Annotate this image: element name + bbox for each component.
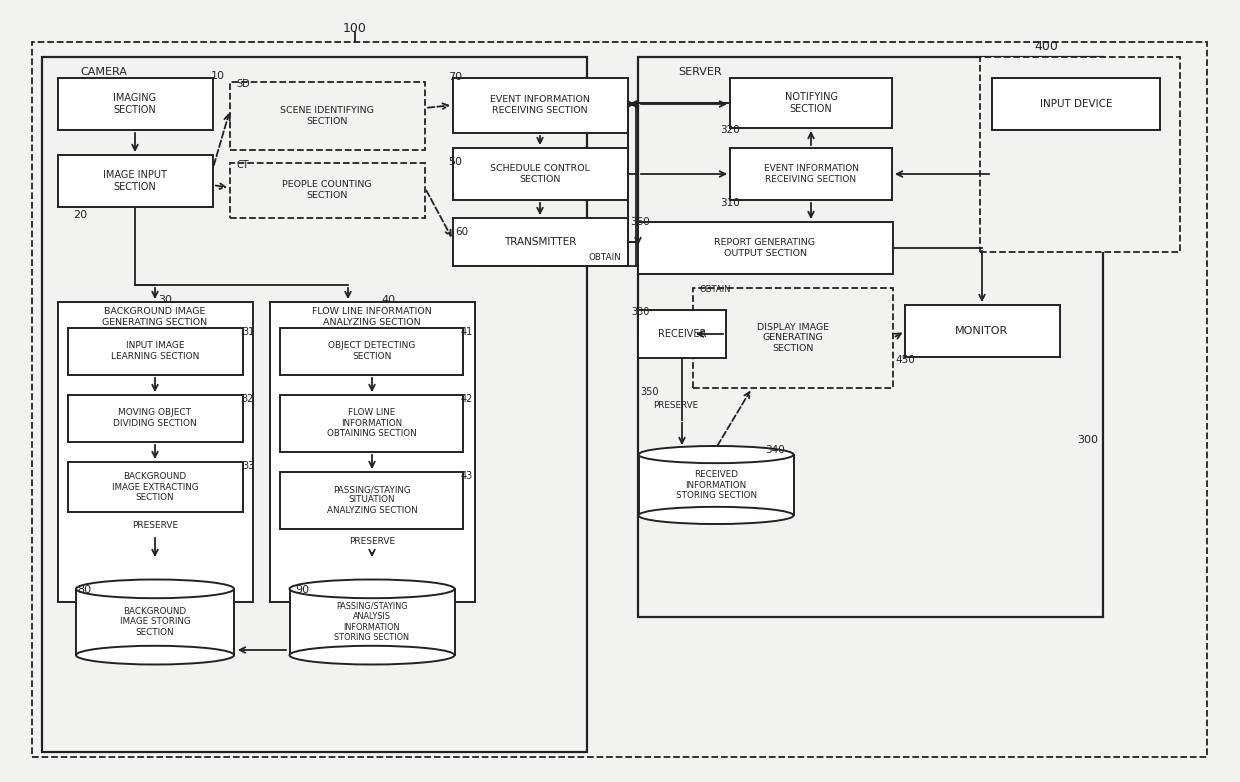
Bar (68, 328, 243, 375)
Text: BACKGROUND
IMAGE EXTRACTING
SECTION: BACKGROUND IMAGE EXTRACTING SECTION (112, 472, 198, 502)
Text: 42: 42 (461, 394, 474, 404)
Bar (68, 462, 243, 512)
Text: INPUT IMAGE
LEARNING SECTION: INPUT IMAGE LEARNING SECTION (110, 341, 200, 361)
Text: INPUT DEVICE: INPUT DEVICE (1040, 99, 1112, 109)
Text: PEOPLE COUNTING
SECTION: PEOPLE COUNTING SECTION (283, 181, 372, 199)
Text: SCHEDULE CONTROL
SECTION: SCHEDULE CONTROL SECTION (490, 164, 590, 184)
Bar (992, 78, 1159, 130)
Text: 310: 310 (720, 198, 740, 208)
Text: 41: 41 (461, 327, 474, 337)
Bar (453, 148, 627, 200)
Text: EVENT INFORMATION
RECEIVING SECTION: EVENT INFORMATION RECEIVING SECTION (764, 164, 858, 184)
Ellipse shape (289, 646, 455, 665)
Bar (453, 78, 627, 133)
Text: DISPLAY IMAGE
GENERATING
SECTION: DISPLAY IMAGE GENERATING SECTION (756, 323, 830, 353)
Bar (453, 218, 627, 266)
Text: SD: SD (236, 79, 250, 89)
Text: 90: 90 (295, 585, 309, 595)
Bar (280, 395, 463, 452)
Bar (730, 78, 892, 128)
Ellipse shape (289, 579, 455, 598)
Text: 450: 450 (895, 355, 915, 365)
Bar (58, 78, 213, 130)
Text: CAMERA: CAMERA (81, 67, 126, 77)
Bar (905, 305, 1060, 357)
Text: TRANSMITTER: TRANSMITTER (503, 237, 577, 247)
Text: OBJECT DETECTING
SECTION: OBJECT DETECTING SECTION (329, 341, 415, 361)
Text: PRESERVE: PRESERVE (348, 537, 396, 547)
Text: 10: 10 (211, 71, 224, 81)
Ellipse shape (639, 507, 794, 524)
Bar (639, 222, 893, 274)
Bar (730, 148, 892, 200)
Ellipse shape (76, 579, 234, 598)
Text: REPORT GENERATING
OUTPUT SECTION: REPORT GENERATING OUTPUT SECTION (714, 239, 816, 258)
Text: FLOW LINE
INFORMATION
OBTAINING SECTION: FLOW LINE INFORMATION OBTAINING SECTION (327, 408, 417, 438)
Text: 40: 40 (381, 295, 396, 305)
Text: BACKGROUND IMAGE
GENERATING SECTION: BACKGROUND IMAGE GENERATING SECTION (103, 307, 207, 327)
Text: 50: 50 (448, 157, 463, 167)
Text: 330: 330 (631, 307, 650, 317)
Text: RECEIVED
INFORMATION
STORING SECTION: RECEIVED INFORMATION STORING SECTION (676, 470, 756, 500)
Bar (639, 57, 1104, 617)
Text: 100: 100 (343, 21, 367, 34)
Bar (270, 302, 475, 602)
Text: BACKGROUND
IMAGE STORING
SECTION: BACKGROUND IMAGE STORING SECTION (120, 607, 190, 637)
Text: 31: 31 (242, 327, 254, 337)
Ellipse shape (639, 446, 794, 463)
Text: PRESERVE: PRESERVE (653, 400, 698, 410)
Bar (639, 454, 794, 515)
Text: 400: 400 (1034, 41, 1058, 53)
Bar (693, 288, 893, 388)
Text: 32: 32 (242, 394, 254, 404)
Text: EVENT INFORMATION
RECEIVING SECTION: EVENT INFORMATION RECEIVING SECTION (490, 95, 590, 115)
Text: 360: 360 (630, 217, 650, 227)
Bar (980, 57, 1180, 252)
Text: 60: 60 (455, 227, 469, 237)
Bar (280, 328, 463, 375)
Bar (229, 82, 425, 150)
Text: MOVING OBJECT
DIVIDING SECTION: MOVING OBJECT DIVIDING SECTION (113, 408, 197, 428)
Text: SCENE IDENTIFYING
SECTION: SCENE IDENTIFYING SECTION (280, 106, 374, 126)
Bar (280, 472, 463, 529)
Text: 350: 350 (641, 387, 660, 397)
Text: 30: 30 (157, 295, 172, 305)
Bar (58, 155, 213, 207)
Text: IMAGE INPUT
SECTION: IMAGE INPUT SECTION (103, 170, 167, 192)
Text: IMAGING
SECTION: IMAGING SECTION (113, 93, 156, 115)
Text: NOTIFYING
SECTION: NOTIFYING SECTION (785, 92, 837, 114)
Text: 320: 320 (720, 125, 740, 135)
Text: PASSING/STAYING
ANALYSIS
INFORMATION
STORING SECTION: PASSING/STAYING ANALYSIS INFORMATION STO… (335, 602, 409, 642)
Text: 33: 33 (242, 461, 254, 471)
Bar (229, 163, 425, 218)
Text: 20: 20 (73, 210, 87, 220)
Text: OBTAIN: OBTAIN (699, 285, 730, 293)
Text: PASSING/STAYING
SITUATION
ANALYZING SECTION: PASSING/STAYING SITUATION ANALYZING SECT… (326, 485, 418, 515)
Bar (639, 310, 725, 358)
Text: 43: 43 (461, 471, 474, 481)
Text: 70: 70 (448, 72, 463, 82)
Text: 300: 300 (1078, 435, 1099, 445)
Bar (76, 589, 234, 655)
Text: RECEIVER: RECEIVER (657, 329, 707, 339)
Text: PRESERVE: PRESERVE (131, 522, 179, 530)
Text: CT: CT (237, 160, 249, 170)
Bar (42, 57, 587, 752)
Text: MONITOR: MONITOR (955, 326, 1008, 336)
Text: 340: 340 (765, 445, 785, 455)
Text: OBTAIN: OBTAIN (589, 253, 621, 263)
Text: SERVER: SERVER (678, 67, 722, 77)
Text: FLOW LINE INFORMATION
ANALYZING SECTION: FLOW LINE INFORMATION ANALYZING SECTION (312, 307, 432, 327)
Bar (68, 395, 243, 442)
Bar (289, 589, 455, 655)
Text: 80: 80 (77, 585, 91, 595)
Bar (58, 302, 253, 602)
Ellipse shape (76, 646, 234, 665)
